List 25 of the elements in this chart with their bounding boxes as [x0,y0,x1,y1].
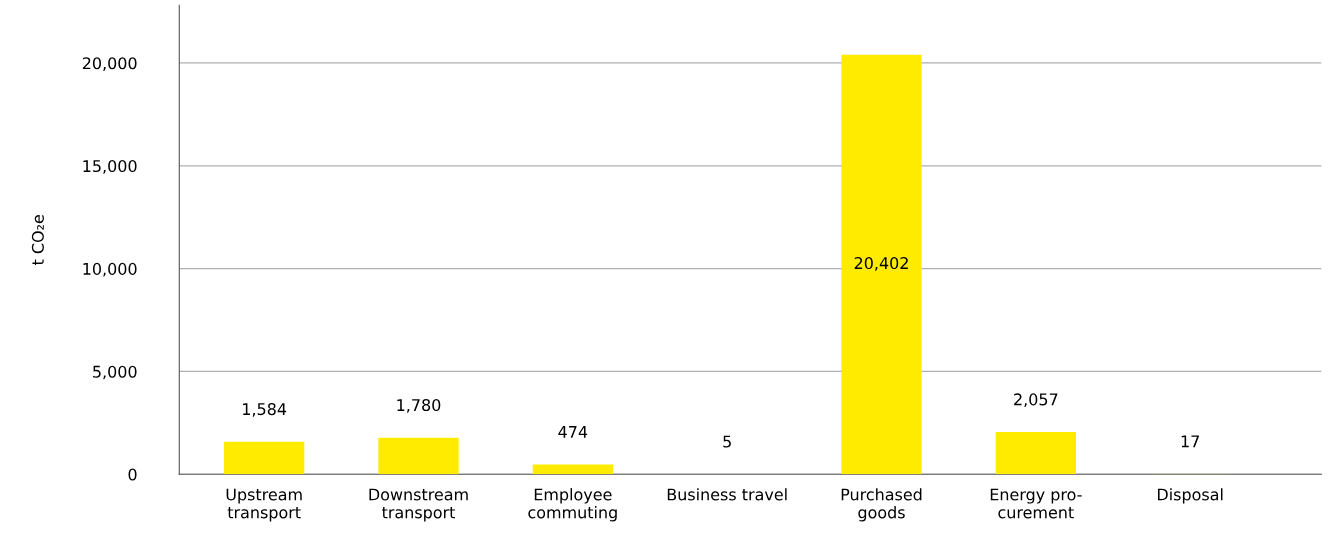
data-label: 1,584 [243,403,287,417]
x-tick-label: Downstream transport [369,488,468,522]
x-tick-label: Business travel [667,488,787,501]
bar [841,54,922,475]
bar [995,431,1076,475]
x-tick-label: Energy pro- curement [990,488,1082,519]
x-tick-label: Upstream transport [226,488,302,522]
bar [224,441,305,475]
data-label: 474 [558,426,588,438]
y-tick-label: 20,000 [82,57,137,71]
x-tick-label: Purchased goods [841,488,922,522]
data-label: 5 [723,435,731,448]
data-label: 17 [1181,435,1199,448]
y-tick-label: 10,000 [83,262,137,277]
y-tick-label: 15,000 [83,160,137,174]
data-label: 2,057 [1014,393,1058,408]
y-tick-label: 0 [128,468,137,481]
bar [532,464,613,475]
y-tick-label: 5,000 [93,365,137,380]
x-tick-label: Employee commuting [528,488,617,522]
data-label: 1,780 [397,399,441,413]
bar [378,437,459,475]
y-axis-title: t CO₂e [31,215,44,266]
x-tick-label: Disposal [1157,488,1223,504]
data-label: 20,402 [854,257,908,271]
